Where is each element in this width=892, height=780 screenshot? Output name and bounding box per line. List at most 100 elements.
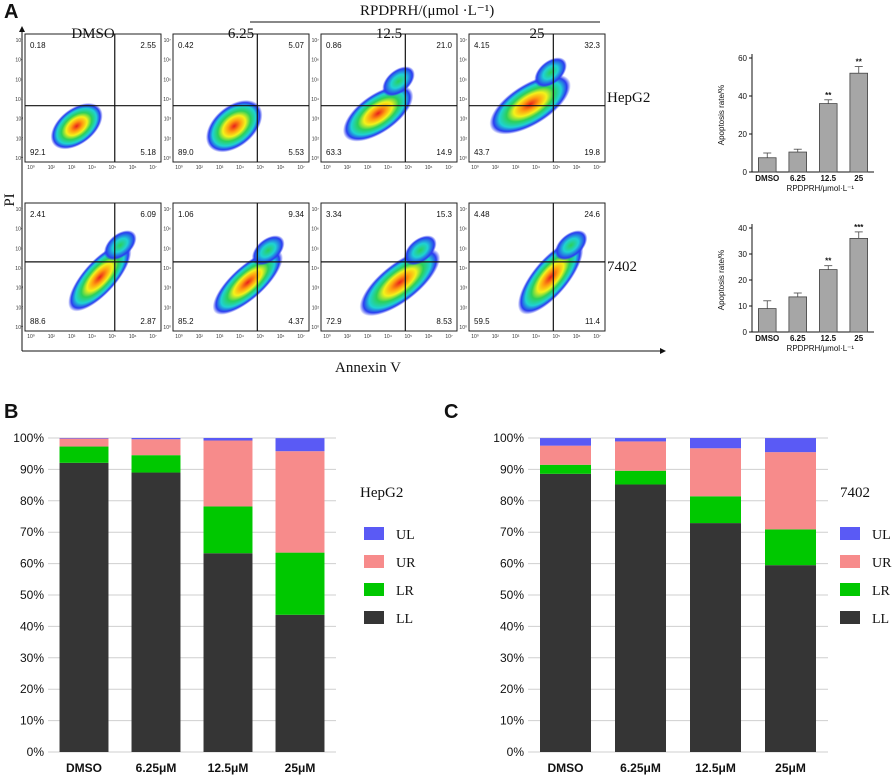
flow-x-tick-label: 10⁶: [425, 334, 433, 340]
flow-y-tick-label: 10⁵: [311, 246, 319, 252]
y-tick-label: 20%: [500, 682, 524, 696]
flow-x-tick-label: 10³: [512, 334, 520, 340]
flow-x-tick-label: 10⁴: [88, 334, 96, 340]
flow-plot-frame: [24, 33, 162, 163]
flow-event-cloud: [205, 99, 263, 153]
y-tick-label: 10%: [20, 714, 44, 728]
stack-segment-ul: [690, 438, 741, 449]
flow-y-tick-label: 10⁵: [163, 246, 171, 252]
x-tick-label: DMSO: [548, 761, 584, 775]
stack-segment-ul: [765, 438, 816, 453]
quadrant-ul-value: 4.15: [474, 41, 490, 50]
x-tick-label: 12.5: [820, 174, 836, 183]
stack-segment-ur: [275, 451, 325, 553]
panel-c-letter: C: [444, 401, 458, 423]
stack-segment-ul: [59, 438, 109, 439]
flow-x-tick-label: 10³: [216, 334, 224, 340]
quadrant-lr-value: 14.9: [436, 148, 452, 157]
flow-y-tick-label: 10⁶: [459, 227, 467, 233]
flow-x-tick-label: 10⁶: [277, 334, 285, 340]
flow-column-label: DMSO: [71, 26, 115, 42]
x-tick-label: DMSO: [755, 334, 779, 343]
flow-x-tick-label: 10⁰: [27, 165, 35, 171]
flow-y-tick-label: 10⁴: [459, 97, 467, 103]
flow-y-tick-label: 10⁷: [164, 207, 172, 213]
flow-column-label: 6.25: [228, 26, 254, 42]
quadrant-ll-value: 89.0: [178, 148, 194, 157]
flow-x-tick-label: 10⁷: [149, 165, 157, 171]
significance-marker: ***: [854, 223, 864, 232]
flow-x-axis-arrowhead: [660, 348, 666, 354]
y-tick-label: 40: [738, 92, 747, 101]
stack-segment-lr: [690, 496, 741, 524]
flow-y-tick-label: 10⁴: [15, 266, 23, 272]
stack-segment-ll: [59, 462, 109, 752]
flow-row-label: HepG2: [607, 90, 650, 106]
flow-x-tick-label: 10²: [48, 334, 56, 340]
legend-swatch-ur: [364, 555, 384, 568]
quadrant-lr-value: 5.53: [288, 148, 304, 157]
flow-plot-hepg2-2: 0.86 21.0 63.3 14.9 10⁰ 10⁰ 10² 10² 10³ 10³ 10⁴ 10⁴…: [311, 33, 458, 171]
flow-y-tick-label: 10⁰: [459, 156, 467, 162]
flow-x-tick-label: 10⁰: [323, 334, 331, 340]
flow-x-tick-label: 10³: [68, 334, 76, 340]
flow-event-cloud: [68, 243, 132, 312]
stack-segment-ul: [615, 438, 666, 442]
legend-swatch-ul: [840, 527, 860, 540]
legend-swatch-ll: [840, 611, 860, 624]
quadrant-ll-value: 88.6: [30, 317, 46, 326]
quadrant-lr-value: 2.87: [140, 317, 156, 326]
flow-y-tick-label: 10⁰: [311, 156, 319, 162]
flow-y-tick-label: 10⁷: [164, 38, 172, 44]
flow-y-tick-label: 10⁵: [459, 246, 467, 252]
stack-segment-ur: [203, 440, 253, 507]
x-tick-label: DMSO: [66, 761, 102, 775]
flow-x-tick-label: 10³: [216, 165, 224, 171]
y-tick-label: 40%: [20, 619, 44, 633]
flow-y-tick-label: 10³: [460, 286, 468, 292]
flow-y-tick-label: 10³: [164, 286, 172, 292]
apoptosis-rate-bar-charts: 0 20 40 60 Apoptosis rate/% DMSO 6.25 ** 12.5 ** 2…: [717, 54, 874, 353]
stacked-chart-7402: 0% 10% 20% 30% 40% 50% 60% 70% 80% 90% 100% DMSO 6.2…: [493, 431, 892, 775]
flow-y-tick-label: 10⁴: [311, 266, 319, 272]
flow-y-tick-label: 10²: [460, 136, 468, 142]
stack-segment-lr: [131, 455, 181, 473]
flow-x-tick-label: 10⁴: [384, 334, 392, 340]
flow-x-tick-label: 10⁷: [445, 334, 453, 340]
flow-y-axis-arrowhead: [19, 26, 25, 32]
flow-x-tick-label: 10⁵: [553, 334, 561, 340]
flow-event-cloud: [50, 102, 103, 150]
y-tick-label: 70%: [20, 525, 44, 539]
flow-x-tick-label: 10²: [344, 165, 352, 171]
stack-segment-ul: [203, 438, 253, 441]
x-axis-label: RPDPRH/μmol·L⁻¹: [787, 344, 855, 353]
flow-plot-7402-0: 2.41 6.09 88.6 2.87 10⁰ 10⁰ 10² 10² 10³ 10³ 10⁴ 10⁴…: [15, 202, 162, 340]
flow-plot-7402-1: 1.06 9.34 85.2 4.37 10⁰ 10⁰ 10² 10² 10³ 10³ 10⁴ 10⁴…: [163, 202, 310, 340]
bar: [788, 296, 807, 333]
flow-x-tick-label: 10²: [48, 165, 56, 171]
y-tick-label: 40: [738, 224, 747, 233]
x-tick-label: 12.5: [820, 334, 836, 343]
flow-y-tick-label: 10⁵: [459, 77, 467, 83]
flow-y-tick-label: 10⁶: [163, 58, 171, 64]
y-tick-label: 0%: [507, 745, 525, 759]
y-tick-label: 60: [738, 54, 747, 63]
y-axis-label: Apoptosis rate/%: [717, 250, 726, 310]
bar: [788, 151, 807, 173]
y-tick-label: 0: [743, 328, 748, 337]
flow-x-tick-label: 10³: [364, 165, 372, 171]
legend-label: LR: [872, 584, 891, 599]
quadrant-ul-value: 4.48: [474, 210, 490, 219]
flow-x-tick-label: 10⁷: [445, 165, 453, 171]
quadrant-ur-value: 2.55: [140, 41, 156, 50]
y-tick-label: 30%: [20, 651, 44, 665]
flow-event-cloud: [212, 249, 283, 315]
flow-y-tick-label: 10⁷: [312, 207, 320, 213]
stack-segment-ll: [275, 614, 325, 752]
flow-y-tick-label: 10⁰: [163, 325, 171, 331]
x-tick-label: 6.25μM: [620, 761, 661, 775]
flow-event-cloud-upper: [382, 66, 415, 97]
flow-x-tick-label: 10⁶: [425, 165, 433, 171]
flow-y-tick-label: 10⁴: [163, 266, 171, 272]
quadrant-ur-value: 6.09: [140, 210, 156, 219]
